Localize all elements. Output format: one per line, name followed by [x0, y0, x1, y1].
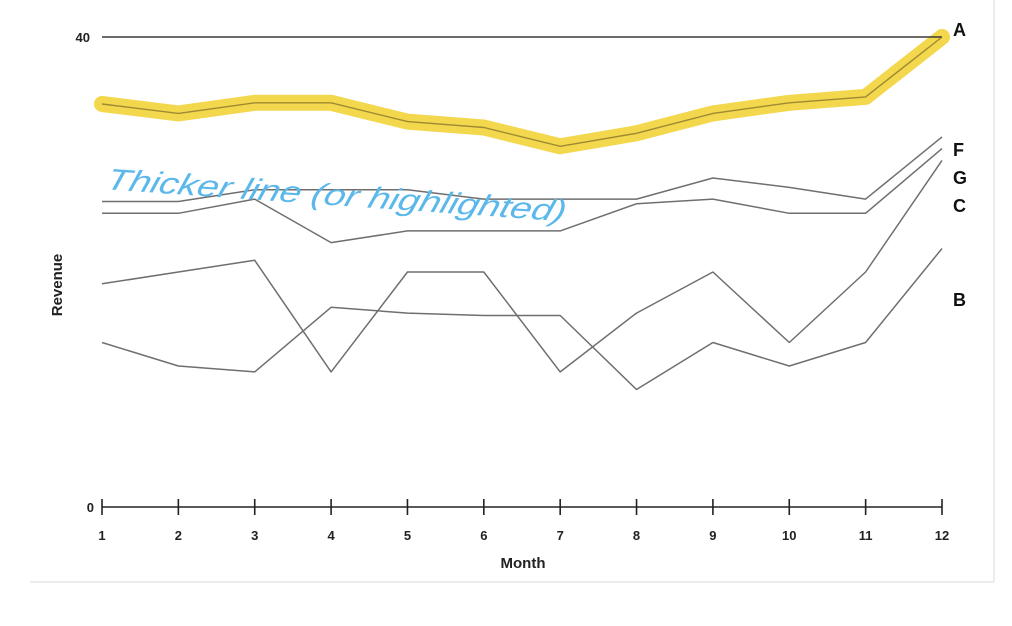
highlight-layer [94, 29, 950, 155]
x-axis-title: Month [501, 555, 546, 572]
x-tick-label: 11 [859, 528, 873, 543]
series-label-b: B [953, 290, 966, 310]
y-tick-label: 40 [76, 30, 90, 45]
highlighted-series-marker [94, 29, 950, 155]
y-tick-label: 0 [87, 500, 94, 515]
y-axis-title: Revenue [49, 254, 66, 317]
x-tick-label: 1 [98, 528, 105, 543]
x-tick-label: 2 [175, 528, 182, 543]
series-line-b [101, 248, 943, 391]
x-tick-label: 4 [327, 528, 335, 543]
x-tick-label: 3 [251, 528, 258, 543]
highlighted-series-line [101, 36, 943, 148]
x-tick-label: 8 [633, 528, 640, 543]
x-tick-label: 12 [935, 528, 949, 543]
series-label-c: C [953, 196, 966, 216]
x-tick-label: 10 [782, 528, 796, 543]
x-tick-label: 7 [557, 528, 564, 543]
series-label-f: F [953, 140, 964, 160]
x-tick-label: 6 [480, 528, 487, 543]
series-layer [101, 36, 943, 391]
series-line-f [102, 136, 943, 203]
series-label-a: A [953, 20, 966, 40]
series-line-c [101, 159, 943, 373]
handwritten-annotation: Thicker line (or highlighted) [102, 164, 570, 228]
series-label-g: G [953, 168, 967, 188]
series-label-layer: A FGC B [953, 20, 967, 310]
x-tick-label: 9 [709, 528, 716, 543]
annotation-text: Thicker line (or highlighted) [102, 164, 570, 228]
x-tick-label: 5 [404, 528, 411, 543]
series-line-g [102, 148, 943, 244]
